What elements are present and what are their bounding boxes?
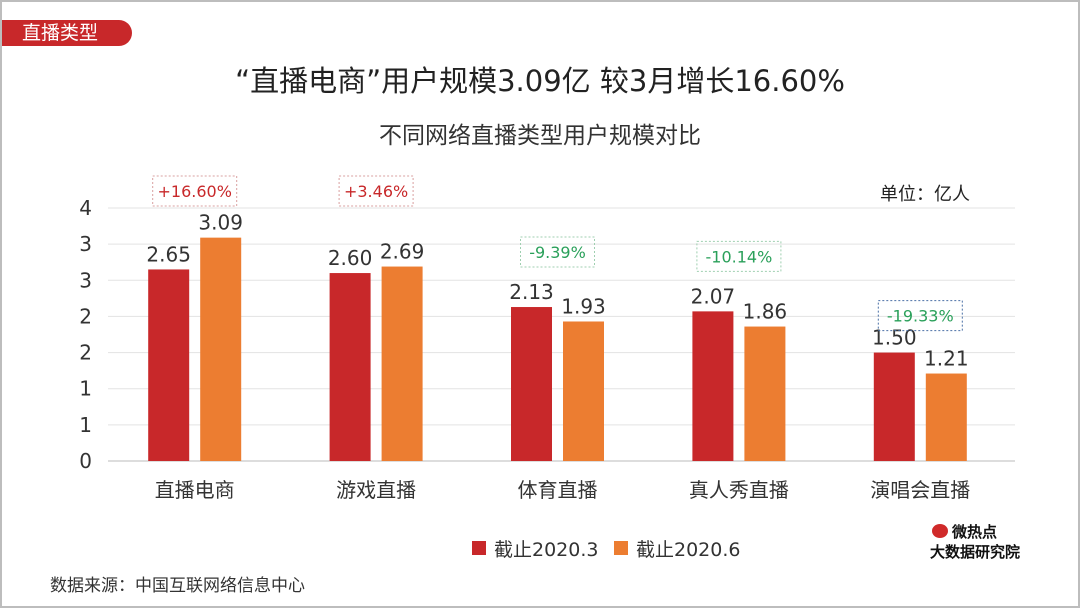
x-tick-label: 直播电商 <box>155 478 235 502</box>
bar-june <box>925 373 967 461</box>
y-tick-label: 2 <box>79 304 92 328</box>
data-label: 2.65 <box>146 242 191 266</box>
chart-title: “直播电商”用户规模3.09亿 较3月增长16.60% <box>235 64 845 98</box>
bar-march <box>511 307 552 461</box>
y-tick-label: 1 <box>79 413 92 437</box>
chart-subtitle: 不同网络直播类型用户规模对比 <box>379 123 701 149</box>
bar-march <box>148 269 190 461</box>
change-box <box>696 240 782 272</box>
data-label: 1.21 <box>924 347 969 371</box>
change-box <box>338 175 414 207</box>
y-tick-label: 0 <box>79 449 92 473</box>
data-label: 3.09 <box>198 211 243 235</box>
bar-june <box>381 266 423 461</box>
unit-label: 单位：亿人 <box>880 184 970 205</box>
bar-march <box>329 273 371 461</box>
logo-line2: 大数据研究院 <box>930 543 1021 561</box>
logo: 微热点 大数据研究院 <box>930 522 1020 562</box>
change-label: -19.33% <box>887 307 954 326</box>
bar-june <box>563 321 604 461</box>
logo-eye-icon <box>932 524 948 538</box>
bar-march <box>873 352 915 461</box>
change-box <box>152 175 238 207</box>
y-tick-label: 1 <box>79 377 92 401</box>
data-label: 2.69 <box>380 240 425 264</box>
x-tick-label: 体育直播 <box>518 478 598 502</box>
data-label: 2.60 <box>328 246 373 270</box>
source-note: 数据来源：中国互联网络信息中心 <box>50 576 305 596</box>
legend-label: 截止2020.3 <box>494 539 598 561</box>
y-tick-label: 3 <box>79 232 92 256</box>
change-box <box>877 300 963 332</box>
legend-swatch <box>472 541 486 555</box>
change-box <box>520 236 595 268</box>
data-label: 2.13 <box>509 280 554 304</box>
logo-line1: 微热点 <box>952 523 998 541</box>
x-tick-label: 游戏直播 <box>336 478 416 502</box>
change-label: -9.39% <box>529 243 586 262</box>
y-tick-label: 3 <box>79 268 92 292</box>
data-label: 1.93 <box>561 294 606 318</box>
data-label: 2.07 <box>691 284 736 308</box>
y-tick-label: 4 <box>79 196 92 220</box>
data-label: 1.86 <box>743 300 788 324</box>
legend-swatch <box>614 541 628 555</box>
section-tag: 直播类型 <box>2 20 132 46</box>
y-tick-label: 2 <box>79 341 92 365</box>
change-label: +3.46% <box>344 182 408 201</box>
change-label: +16.60% <box>157 182 231 201</box>
x-tick-label: 真人秀直播 <box>689 478 789 502</box>
change-label: -10.14% <box>706 247 773 266</box>
bar-june <box>200 237 242 461</box>
bar-march <box>692 311 734 461</box>
data-label: 1.50 <box>872 326 917 350</box>
legend-label: 截止2020.6 <box>636 539 740 561</box>
bar-june <box>744 326 786 461</box>
x-tick-label: 演唱会直播 <box>870 478 970 502</box>
